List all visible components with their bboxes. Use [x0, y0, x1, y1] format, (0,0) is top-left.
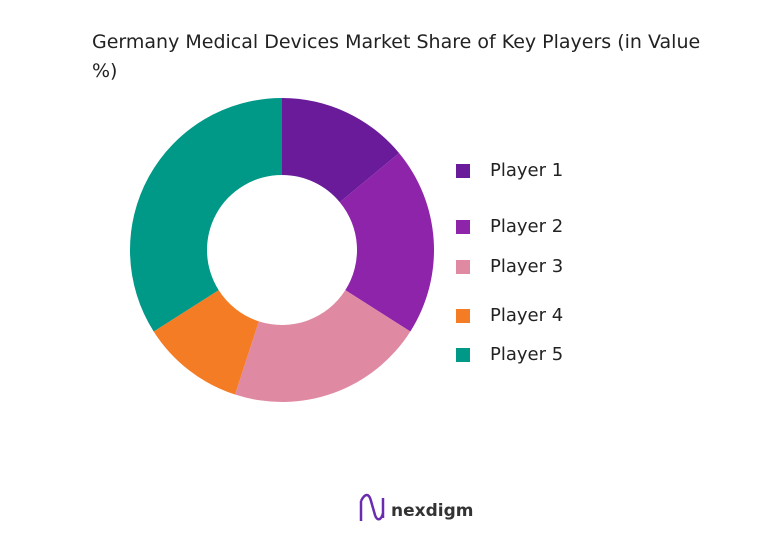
chart-title: Germany Medical Devices Market Share of … — [92, 31, 701, 82]
pie-slice — [339, 153, 434, 332]
pie-slice — [153, 290, 259, 395]
pie-slice — [129, 98, 282, 332]
legend-swatch — [456, 309, 470, 323]
legend-swatch — [456, 220, 470, 234]
logo-icon — [359, 493, 385, 521]
logo-text: nexdigm — [391, 501, 473, 521]
pie-slice — [235, 290, 411, 402]
legend-swatch — [456, 260, 470, 274]
legend-swatch — [456, 164, 470, 178]
legend-label: Player 3 — [490, 256, 563, 277]
pie-slice — [282, 98, 400, 203]
legend-swatch — [456, 348, 470, 362]
legend-label: Player 1 — [490, 160, 563, 181]
legend-label: Player 2 — [490, 216, 563, 237]
legend-label: Player 5 — [490, 344, 563, 365]
legend-label: Player 4 — [490, 305, 563, 326]
